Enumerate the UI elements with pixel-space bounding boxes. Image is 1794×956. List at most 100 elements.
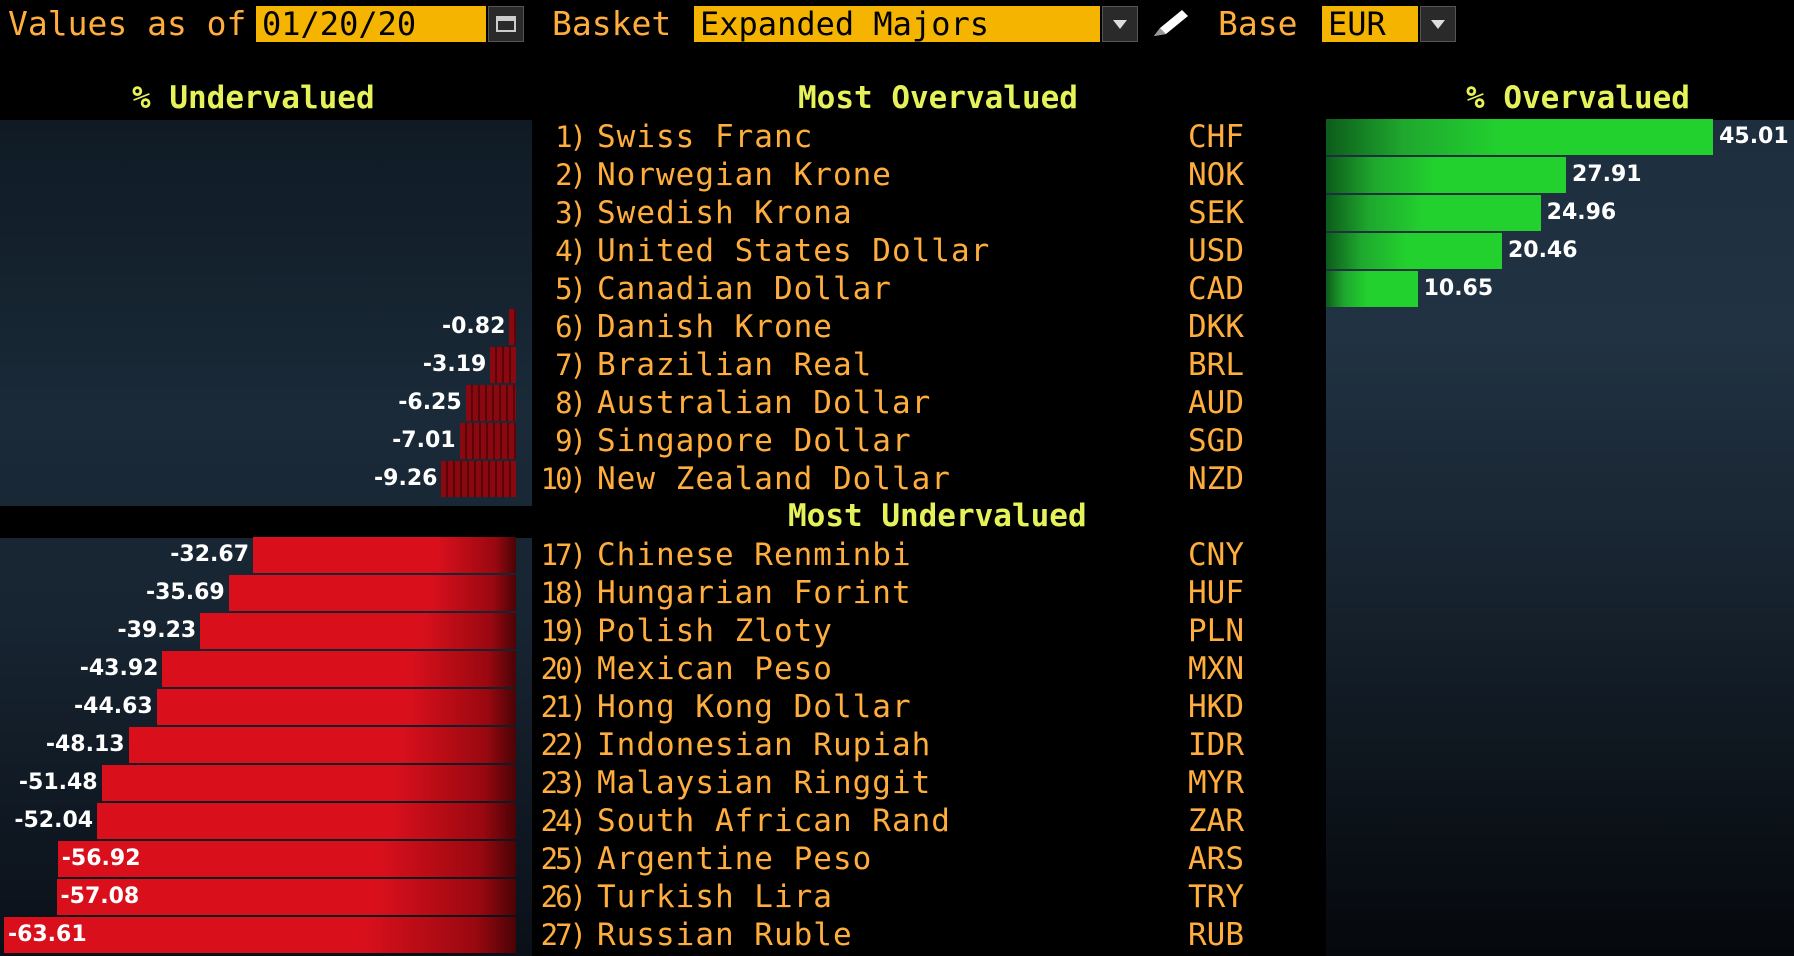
bar-value-label: -52.04 — [14, 808, 94, 833]
table-row[interactable]: 4) United States Dollar USD 20.46 — [0, 232, 1794, 270]
row-rank: 3) — [555, 196, 587, 230]
overvalued-bar — [1326, 271, 1418, 307]
currency-code: ZAR — [1188, 803, 1244, 839]
currency-name: Hong Kong Dollar — [597, 689, 912, 725]
currency-name: Australian Dollar — [597, 385, 932, 421]
bar-value-label: -0.82 — [441, 314, 506, 339]
bar-value-label: 27.91 — [1572, 162, 1642, 187]
currency-code: HKD — [1188, 689, 1244, 725]
currency-code: ARS — [1188, 841, 1244, 877]
currency-code: HUF — [1188, 575, 1244, 611]
table-row[interactable]: 2) Norwegian Krone NOK 27.91 — [0, 156, 1794, 194]
currency-name: Swiss Franc — [597, 119, 814, 155]
table-row[interactable]: 18) Hungarian Forint HUF -35.69 — [0, 574, 1794, 612]
table-row[interactable]: 1) Swiss Franc CHF 45.01 — [0, 118, 1794, 156]
pencil-icon[interactable] — [1150, 8, 1192, 40]
currency-code: BRL — [1188, 347, 1244, 383]
table-row[interactable]: 10) New Zealand Dollar NZD -9.26 — [0, 460, 1794, 498]
currency-code: MXN — [1188, 651, 1244, 687]
base-dropdown-chevron-down-icon[interactable] — [1420, 6, 1456, 42]
row-rank: 10) — [540, 462, 587, 496]
bar-value-label: -32.67 — [170, 542, 250, 567]
table-row[interactable]: 6) Danish Krone DKK -0.82 — [0, 308, 1794, 346]
base-select[interactable]: EUR — [1322, 6, 1418, 42]
bar-value-label: 20.46 — [1507, 238, 1578, 263]
basket-dropdown-chevron-down-icon[interactable] — [1102, 6, 1138, 42]
row-rank: 21) — [540, 690, 587, 724]
row-rank: 27) — [540, 918, 587, 952]
bar-value-label: -48.13 — [45, 732, 125, 757]
row-rank: 20) — [540, 652, 587, 686]
table-row[interactable]: 23) Malaysian Ringgit MYR -51.48 — [0, 764, 1794, 802]
table-row[interactable]: 3) Swedish Krona SEK 24.96 — [0, 194, 1794, 232]
undervalued-pct-header: % Undervalued — [132, 80, 375, 116]
undervalued-bar — [509, 309, 516, 345]
currency-code: CAD — [1188, 271, 1244, 307]
currency-code: CHF — [1188, 119, 1244, 155]
undervalued-bar — [97, 803, 516, 839]
table-row[interactable]: 21) Hong Kong Dollar HKD -44.63 — [0, 688, 1794, 726]
currency-name: Russian Ruble — [597, 917, 853, 953]
row-rank: 9) — [555, 424, 587, 458]
undervalued-bar — [57, 841, 516, 877]
base-label: Base — [1218, 4, 1298, 43]
bar-value-label: -35.69 — [145, 580, 225, 605]
currency-code: AUD — [1188, 385, 1244, 421]
table-row[interactable]: 27) Russian Ruble RUB -63.61 — [0, 916, 1794, 954]
row-rank: 17) — [540, 538, 587, 572]
currency-name: Singapore Dollar — [597, 423, 912, 459]
currency-code: PLN — [1188, 613, 1244, 649]
table-row[interactable]: 22) Indonesian Rupiah IDR -48.13 — [0, 726, 1794, 764]
undervalued-bar — [101, 765, 516, 801]
bar-value-label: -56.92 — [61, 846, 141, 871]
table-row[interactable]: 25) Argentine Peso ARS -56.92 — [0, 840, 1794, 878]
overvalued-bar — [1326, 233, 1502, 269]
table-row[interactable]: 8) Australian Dollar AUD -6.25 — [0, 384, 1794, 422]
table-row[interactable]: 7) Brazilian Real BRL -3.19 — [0, 346, 1794, 384]
table-row[interactable]: 5) Canadian Dollar CAD 10.65 — [0, 270, 1794, 308]
undervalued-bar — [459, 423, 516, 459]
table-row[interactable]: 20) Mexican Peso MXN -43.92 — [0, 650, 1794, 688]
row-rank: 8) — [555, 386, 587, 420]
table-row[interactable]: 24) South African Rand ZAR -52.04 — [0, 802, 1794, 840]
currency-name: Turkish Lira — [597, 879, 833, 915]
currency-name: Hungarian Forint — [597, 575, 912, 611]
row-rank: 1) — [555, 120, 587, 154]
currency-name: New Zealand Dollar — [597, 461, 951, 497]
row-rank: 7) — [555, 348, 587, 382]
bar-value-label: -9.26 — [374, 466, 438, 491]
bar-value-label: 45.01 — [1719, 124, 1789, 149]
row-rank: 26) — [540, 880, 587, 914]
table-row[interactable]: 19) Polish Zloty PLN -39.23 — [0, 612, 1794, 650]
row-rank: 5) — [555, 272, 587, 306]
bar-value-label: 10.65 — [1423, 276, 1494, 301]
overvalued-bar — [1326, 157, 1567, 193]
toolbar: Values as of 01/20/20 Basket Expanded Ma… — [0, 0, 1794, 48]
date-input[interactable]: 01/20/20 — [256, 6, 486, 42]
bar-value-label: -3.19 — [422, 352, 487, 377]
bar-value-label: -44.63 — [74, 694, 153, 719]
currency-code: DKK — [1188, 309, 1244, 345]
calendar-icon[interactable] — [488, 6, 524, 42]
overvalued-bar — [1326, 119, 1714, 155]
bar-value-label: -6.25 — [398, 390, 462, 415]
bar-value-label: -51.48 — [18, 770, 98, 795]
undervalued-bar — [441, 461, 516, 497]
bar-value-label: -57.08 — [60, 884, 140, 909]
undervalued-bar — [128, 727, 516, 763]
currency-code: TRY — [1188, 879, 1244, 915]
currency-code: NOK — [1188, 157, 1244, 193]
table-row[interactable]: 9) Singapore Dollar SGD -7.01 — [0, 422, 1794, 460]
row-rank: 6) — [555, 310, 587, 344]
table-row[interactable]: 26) Turkish Lira TRY -57.08 — [0, 878, 1794, 916]
undervalued-bar — [228, 575, 516, 611]
currency-name: Canadian Dollar — [597, 271, 892, 307]
row-rank: 18) — [540, 576, 587, 610]
basket-select[interactable]: Expanded Majors — [694, 6, 1100, 42]
basket-label: Basket — [552, 4, 672, 43]
table-row[interactable]: 17) Chinese Renminbi CNY -32.67 — [0, 536, 1794, 574]
bar-value-label: -39.23 — [117, 618, 197, 643]
undervalued-bar — [490, 347, 516, 383]
row-rank: 4) — [555, 234, 587, 268]
currency-name: South African Rand — [597, 803, 951, 839]
